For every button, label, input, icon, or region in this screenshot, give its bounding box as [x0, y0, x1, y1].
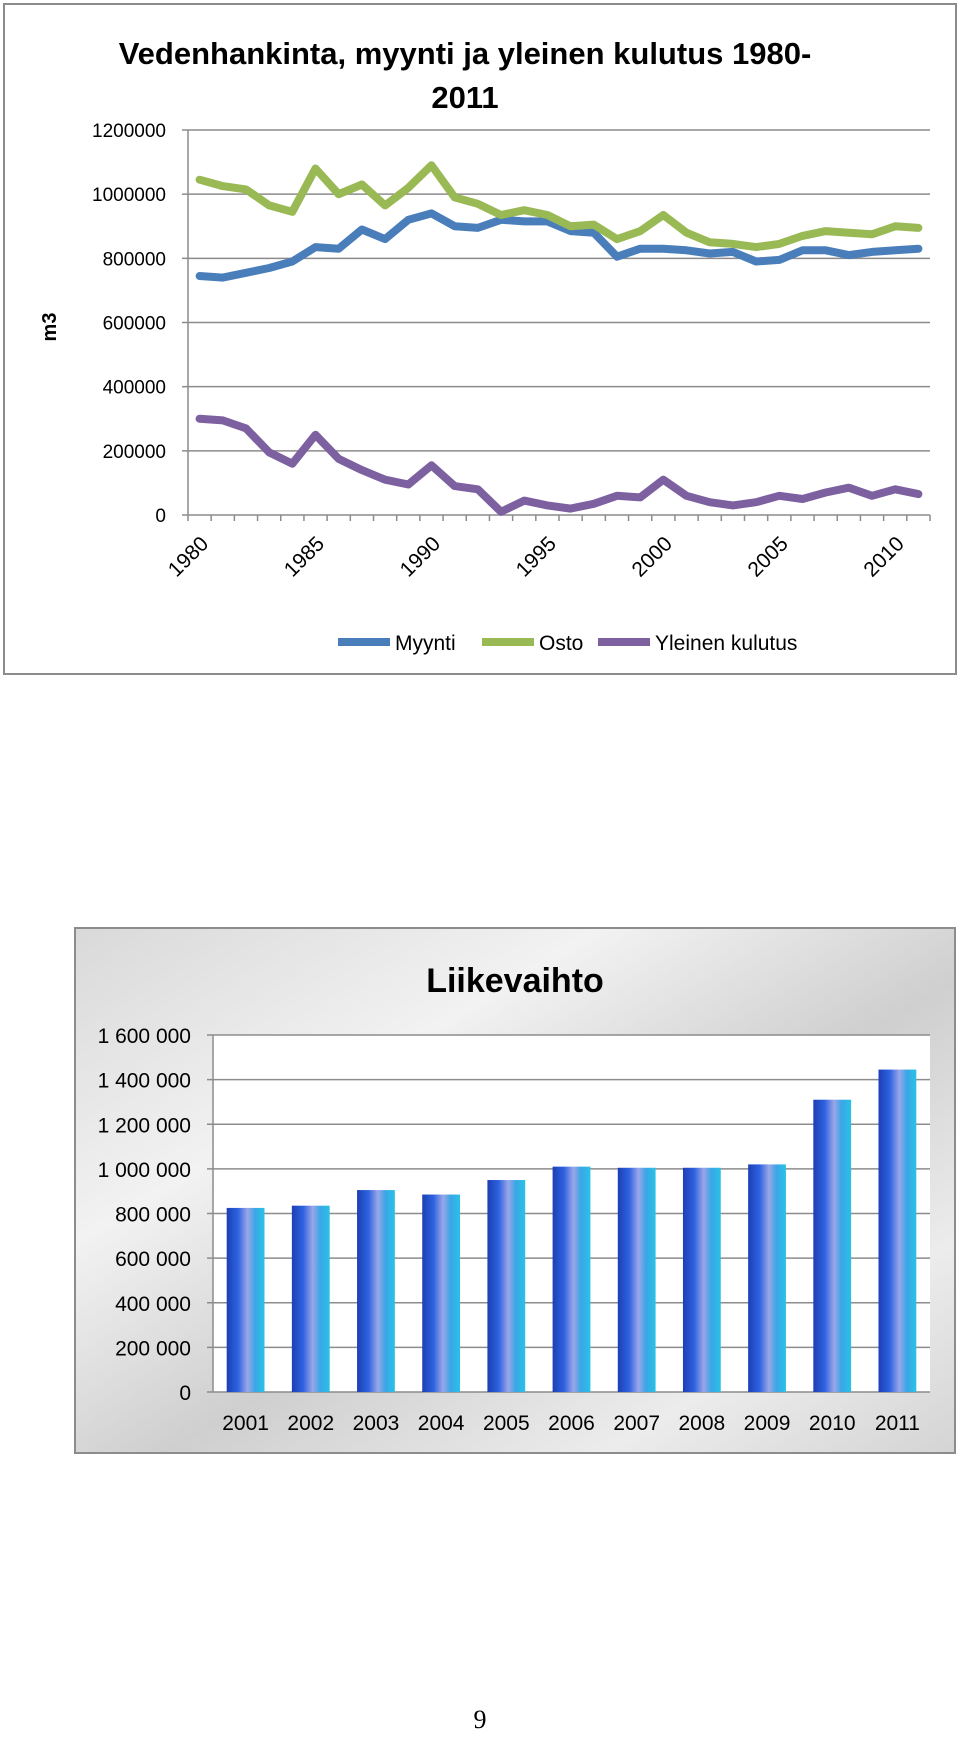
- x-tick-label: 2005: [483, 1412, 530, 1435]
- y-tick-label: 200000: [103, 442, 166, 463]
- bar-2003: [357, 1190, 395, 1392]
- revenue-bar-chart: 0 200 000 400 000 600 000 800 000 1 000 000 1 …: [74, 927, 956, 1454]
- chart-title-line-2: 2011: [431, 80, 498, 115]
- y-tick-label: 0: [155, 506, 166, 527]
- water-supply-line-chart: 020000040000060000080000010000001200000 …: [3, 3, 957, 675]
- y-tick-label: 600 000: [115, 1248, 191, 1271]
- x-tick-label: 2008: [679, 1412, 726, 1435]
- bar-2011: [878, 1069, 917, 1392]
- y-tick-label: 800000: [103, 249, 166, 270]
- y-tick-label: 1 400 000: [98, 1070, 191, 1093]
- legend-label-myynti: Myynti: [395, 632, 456, 655]
- x-tick-label: 2003: [353, 1412, 400, 1435]
- chart-title-line-1: Vedenhankinta, myynti ja yleinen kulutus…: [119, 36, 812, 71]
- y-axis-label: m3: [39, 313, 61, 342]
- y-tick-label: 400 000: [115, 1293, 191, 1316]
- x-tick-label: 2009: [744, 1412, 791, 1435]
- series-line-myynti: [195, 209, 923, 282]
- bar-2004: [422, 1194, 461, 1392]
- x-tick-label: 2011: [875, 1412, 920, 1435]
- y-tick-label: 600000: [103, 314, 166, 335]
- bar-2008: [682, 1167, 721, 1392]
- legend-label-yleinen-kulutus: Yleinen kulutus: [655, 632, 797, 655]
- y-tick-label: 1 600 000: [98, 1025, 191, 1048]
- y-tick-label: 0: [179, 1382, 191, 1405]
- x-tick-label: 2007: [613, 1412, 660, 1435]
- y-tick-label: 400000: [103, 378, 166, 399]
- series-line-yleinen-kulutus: [195, 414, 923, 516]
- series-line-osto: [195, 161, 923, 252]
- y-tick-label: 1 200 000: [98, 1114, 191, 1137]
- x-tick-label: 2006: [548, 1412, 595, 1435]
- bar-2005: [487, 1180, 526, 1392]
- chart-title: Liikevaihto: [426, 962, 604, 1000]
- chart-legend: Myynti Osto Yleinen kulutus: [338, 632, 797, 655]
- bar-2007: [617, 1167, 656, 1392]
- x-tick-label: 2010: [809, 1412, 856, 1435]
- x-tick-label: 2004: [418, 1412, 465, 1435]
- y-tick-label: 1200000: [92, 121, 166, 142]
- x-tick-label: 2002: [287, 1412, 334, 1435]
- y-tick-label: 200 000: [115, 1337, 191, 1360]
- x-tick-label: 2001: [222, 1412, 269, 1435]
- bar-2002: [291, 1205, 330, 1392]
- bar-2001: [226, 1207, 265, 1392]
- bar-2006: [552, 1166, 591, 1392]
- bar-2010: [813, 1099, 852, 1392]
- legend-label-osto: Osto: [539, 632, 583, 655]
- page-number: 9: [473, 1705, 487, 1734]
- y-tick-label: 1 000 000: [98, 1159, 191, 1182]
- y-tick-label: 1000000: [92, 185, 166, 206]
- y-tick-label: 800 000: [115, 1204, 191, 1227]
- bar-2009: [748, 1164, 786, 1392]
- chart-frame: [3, 3, 957, 675]
